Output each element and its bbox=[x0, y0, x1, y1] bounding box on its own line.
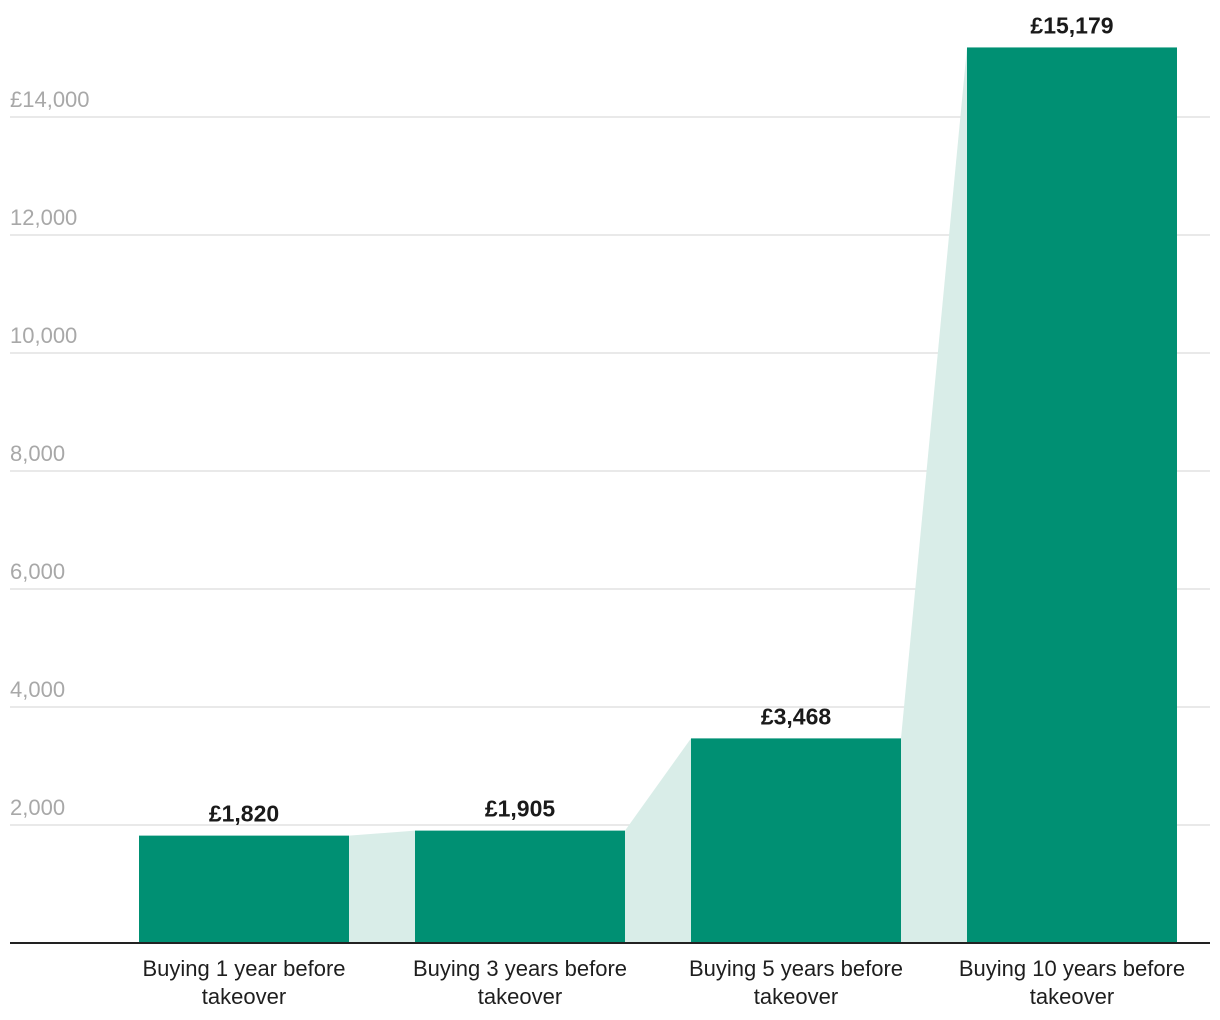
data-label: £1,905 bbox=[485, 796, 556, 822]
connector-band bbox=[349, 830, 415, 943]
connector-layer bbox=[349, 47, 967, 943]
grid-layer bbox=[10, 116, 1210, 826]
bar-1 bbox=[139, 835, 349, 943]
bar-2 bbox=[415, 830, 625, 943]
bar-4 bbox=[967, 47, 1177, 943]
x-tick-label-line: Buying 3 years before bbox=[413, 956, 627, 981]
y-tick-label: 6,000 bbox=[10, 559, 65, 584]
x-tick-label: Buying 3 years before takeover bbox=[413, 956, 627, 1009]
x-tick-label: Buying 5 years before takeover bbox=[689, 956, 903, 1009]
x-tick-label: Buying 10 years before takeover bbox=[959, 956, 1185, 1009]
y-tick-label: 8,000 bbox=[10, 441, 65, 466]
connector-band bbox=[901, 47, 967, 943]
connector-band bbox=[625, 738, 691, 943]
y-tick-label: £14,000 bbox=[10, 87, 90, 112]
x-tick-label-line: Buying 1 year before bbox=[142, 956, 345, 981]
x-tick-label: Buying 1 year before takeover bbox=[142, 956, 345, 1009]
data-label: £3,468 bbox=[761, 703, 832, 729]
x-tick-label-line: takeover bbox=[478, 984, 562, 1009]
x-tick-label-line: takeover bbox=[202, 984, 286, 1009]
x-tick-label-line: takeover bbox=[1030, 984, 1114, 1009]
bar-layer bbox=[139, 47, 1177, 943]
x-tick-label-line: Buying 10 years before bbox=[959, 956, 1185, 981]
bar-3 bbox=[691, 738, 901, 943]
y-tick-label: 10,000 bbox=[10, 323, 77, 348]
axis-layer: 2,000 4,000 6,000 8,000 10,000 12,000 £14,000 B… bbox=[10, 87, 1210, 1009]
y-tick-label: 12,000 bbox=[10, 205, 77, 230]
y-tick-label: 4,000 bbox=[10, 677, 65, 702]
data-label: £15,179 bbox=[1030, 12, 1113, 38]
x-tick-label-line: Buying 5 years before bbox=[689, 956, 903, 981]
data-label: £1,820 bbox=[209, 801, 279, 827]
label-layer: £1,820 £1,905 £3,468 £15,179 bbox=[209, 12, 1114, 826]
y-tick-label: 2,000 bbox=[10, 795, 65, 820]
x-tick-label-line: takeover bbox=[754, 984, 838, 1009]
